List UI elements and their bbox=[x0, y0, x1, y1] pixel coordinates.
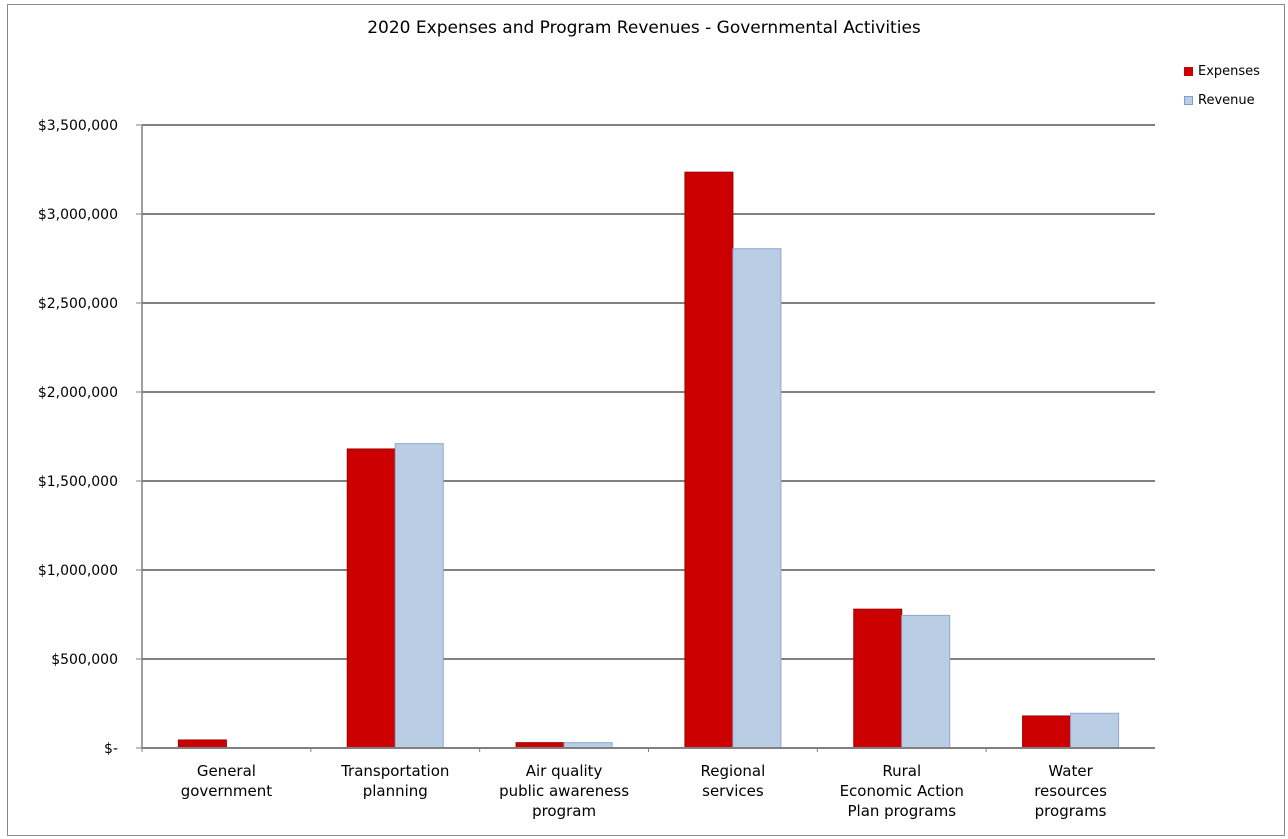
y-tick-label: $3,000,000 bbox=[38, 207, 118, 223]
legend-item-expenses: Expenses bbox=[1184, 62, 1260, 80]
x-category-label-line: programs bbox=[1035, 802, 1107, 820]
y-tick-label: $1,500,000 bbox=[38, 474, 118, 490]
legend-swatch-revenue bbox=[1184, 95, 1193, 105]
x-category-label-line: Economic Action bbox=[840, 782, 964, 800]
x-category-label: Water resources programs bbox=[1034, 762, 1107, 820]
x-category-label-line: Rural bbox=[882, 762, 921, 780]
x-category-label-line: public awareness bbox=[499, 782, 629, 800]
bar-expenses bbox=[853, 608, 903, 749]
bar-revenue bbox=[394, 443, 444, 749]
y-tick-label: $500,000 bbox=[51, 652, 118, 668]
bar-expenses bbox=[177, 739, 227, 749]
y-tick-label: $2,500,000 bbox=[38, 296, 118, 312]
y-tick-label: $1,000,000 bbox=[38, 563, 118, 579]
x-category-label-line: resources bbox=[1034, 782, 1107, 800]
legend-item-revenue: Revenue bbox=[1184, 91, 1260, 109]
y-tick-label: $2,000,000 bbox=[38, 385, 118, 401]
y-tick-label: $- bbox=[104, 741, 118, 757]
x-category-label-line: services bbox=[702, 782, 764, 800]
x-category-label-line: Water bbox=[1048, 762, 1093, 780]
x-category-label: General government bbox=[181, 762, 273, 800]
legend-swatch-expenses bbox=[1184, 66, 1193, 76]
chart-frame bbox=[7, 4, 1285, 836]
bar-revenue bbox=[1070, 712, 1120, 749]
legend-label-expenses: Expenses bbox=[1198, 63, 1260, 79]
x-category-label-line: Transportation bbox=[340, 762, 449, 780]
bar-expenses bbox=[684, 171, 734, 749]
bar-revenue bbox=[732, 248, 782, 749]
x-category-label-line: planning bbox=[363, 782, 428, 800]
y-tick-label: $3,500,000 bbox=[38, 118, 118, 134]
x-category-label-line: Air quality bbox=[526, 762, 603, 780]
x-category-label-line: General bbox=[197, 762, 256, 780]
x-category-label-line: government bbox=[181, 782, 273, 800]
x-category-label: Rural Economic Action Plan programs bbox=[840, 762, 964, 820]
chart-legend: Expenses Revenue bbox=[1184, 62, 1260, 120]
bar-revenue bbox=[901, 614, 951, 749]
chart-title: 2020 Expenses and Program Revenues - Gov… bbox=[367, 18, 921, 38]
x-category-label: Transportation planning bbox=[340, 762, 449, 800]
x-category-label: Regional services bbox=[701, 762, 766, 800]
x-category-label-line: program bbox=[532, 802, 596, 820]
x-category-label: Air quality public awareness program bbox=[499, 762, 629, 820]
bar-expenses bbox=[1022, 715, 1072, 749]
legend-label-revenue: Revenue bbox=[1198, 92, 1255, 108]
x-category-label-line: Plan programs bbox=[847, 802, 956, 820]
bar-expenses bbox=[346, 448, 396, 749]
x-category-label-line: Regional bbox=[701, 762, 766, 780]
